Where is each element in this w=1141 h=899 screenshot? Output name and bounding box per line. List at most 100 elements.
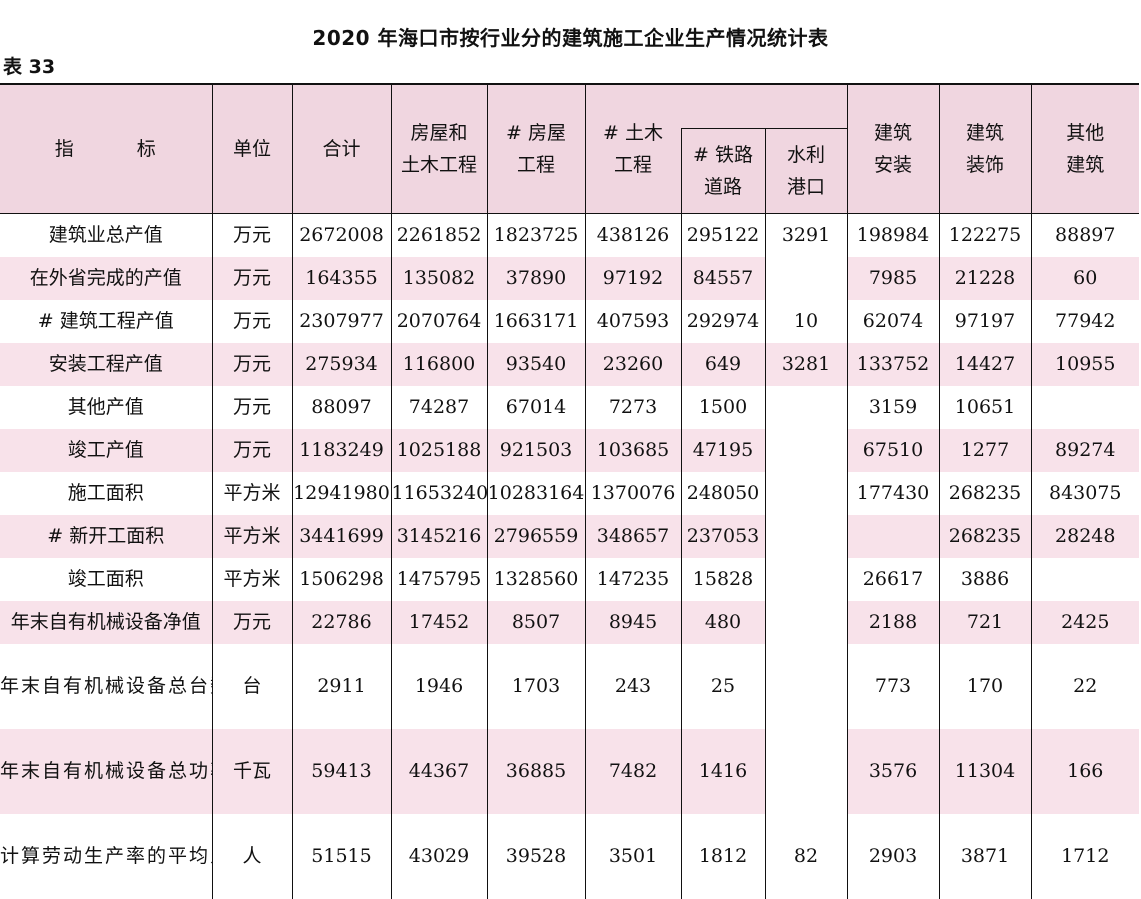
cell-value: 1328560 — [486, 557, 585, 601]
cell-value: 59413 — [291, 728, 391, 814]
cell-value: 237053 — [680, 514, 765, 558]
cell-value: 51515 — [291, 813, 391, 899]
row-unit: 万元 — [211, 385, 292, 429]
cell-value: 88097 — [291, 385, 391, 429]
cell-value: 1277 — [938, 428, 1031, 472]
cell-value: 275934 — [291, 342, 391, 386]
table-row: 年末自有机械设备总台数台 2911 1946 1703 243 25 773 170 22 — [0, 643, 1139, 729]
table-row: # 新开工面积 平方米 3441699 3145216 2796559 348657 237… — [0, 514, 1139, 558]
header-other: 其他 建筑 — [1030, 83, 1139, 214]
cell-value — [1030, 385, 1139, 429]
cell-value: 97197 — [938, 299, 1031, 343]
header-decor: 建筑 装饰 — [938, 83, 1031, 214]
cell-value: 1712 — [1030, 813, 1139, 899]
header-housing: # 房屋 工程 — [486, 83, 585, 214]
cell-value: 37890 — [486, 256, 585, 300]
header-water: 水利 港口 — [764, 128, 847, 214]
cell-value — [764, 471, 847, 515]
row-unit: 台 — [211, 643, 292, 729]
cell-value: 8507 — [486, 600, 585, 644]
cell-value: 295122 — [680, 213, 765, 257]
cell-value: 22786 — [291, 600, 391, 644]
header-indicator: 指标 — [0, 83, 212, 214]
page-title: 2020 年海口市按行业分的建筑施工企业生产情况统计表 — [312, 26, 829, 50]
row-unit: 万元 — [211, 342, 292, 386]
table-row: 竣工产值 万元 1183249 1025188 921503 103685 47195 675… — [0, 428, 1139, 472]
cell-value: 248050 — [680, 471, 765, 515]
cell-value: 480 — [680, 600, 765, 644]
table-row: 年末自有机械设备总功率 千瓦 59413 44367 36885 7482 1416 3576… — [0, 728, 1139, 814]
table-row: 竣工面积 平方米 1506298 1475795 1328560 147235 15828 2… — [0, 557, 1139, 601]
cell-value: 3441699 — [291, 514, 391, 558]
cell-value: 21228 — [938, 256, 1031, 300]
cell-value: 1025188 — [390, 428, 487, 472]
row-unit: 平方米 — [211, 471, 292, 515]
cell-value: 843075 — [1030, 471, 1139, 515]
cell-value: 2425 — [1030, 600, 1139, 644]
cell-value: 3501 — [584, 813, 681, 899]
header-install: 建筑 安装 — [846, 83, 939, 214]
row-indicator: 年末自有机械设备净值 — [0, 600, 212, 644]
cell-value: 2796559 — [486, 514, 585, 558]
header-housing-civil: 房屋和 土木工程 — [390, 83, 487, 214]
header-total: 合计 — [291, 83, 391, 214]
cell-value: 1183249 — [291, 428, 391, 472]
cell-value: 23260 — [584, 342, 681, 386]
cell-value — [764, 643, 847, 729]
cell-value: 116800 — [390, 342, 487, 386]
cell-value: 3576 — [846, 728, 939, 814]
cell-value: 62074 — [846, 299, 939, 343]
cell-value: 89274 — [1030, 428, 1139, 472]
row-unit: 人 — [211, 813, 292, 899]
table-row: # 建筑工程产值 万元 2307977 2070764 1663171 407593 292… — [0, 299, 1139, 343]
cell-value: 721 — [938, 600, 1031, 644]
cell-value: 43029 — [390, 813, 487, 899]
cell-value: 10 — [764, 299, 847, 343]
cell-value: 2307977 — [291, 299, 391, 343]
cell-value: 133752 — [846, 342, 939, 386]
cell-value: 10955 — [1030, 342, 1139, 386]
cell-value: 164355 — [291, 256, 391, 300]
header-civil-subgroup — [681, 83, 847, 129]
cell-value: 7273 — [584, 385, 681, 429]
cell-value: 26617 — [846, 557, 939, 601]
cell-value: 60 — [1030, 256, 1139, 300]
cell-value: 22 — [1030, 643, 1139, 729]
row-unit: 千瓦 — [211, 728, 292, 814]
cell-value — [764, 385, 847, 429]
cell-value: 1703 — [486, 643, 585, 729]
cell-value: 2070764 — [390, 299, 487, 343]
cell-value: 268235 — [938, 514, 1031, 558]
cell-value: 1506298 — [291, 557, 391, 601]
cell-value: 7482 — [584, 728, 681, 814]
cell-value: 10283164 — [486, 471, 585, 515]
cell-value: 649 — [680, 342, 765, 386]
cell-value: 166 — [1030, 728, 1139, 814]
row-unit: 万元 — [211, 600, 292, 644]
cell-value: 3291 — [764, 213, 847, 257]
row-indicator: 安装工程产值 — [0, 342, 212, 386]
statistics-table: 指标 单位 合计 房屋和 土木工程 # 房屋 工程 # 土木 工程 建筑 安装 建筑 装饰… — [0, 83, 1139, 899]
table-body: 建筑业总产值 万元 2672008 2261852 1823725 438126 29512… — [0, 213, 1139, 899]
table-header: 指标 单位 合计 房屋和 土木工程 # 房屋 工程 # 土木 工程 建筑 安装 建筑 装饰… — [0, 83, 1139, 214]
cell-value: 1500 — [680, 385, 765, 429]
cell-value: 82 — [764, 813, 847, 899]
cell-value: 3281 — [764, 342, 847, 386]
cell-value: 8945 — [584, 600, 681, 644]
table-row: 安装工程产值 万元 275934 116800 93540 23260 649 3281 133… — [0, 342, 1139, 386]
cell-value: 170 — [938, 643, 1031, 729]
cell-value: 135082 — [390, 256, 487, 300]
table-row: 建筑业总产值 万元 2672008 2261852 1823725 438126 29512… — [0, 213, 1139, 257]
cell-value: 292974 — [680, 299, 765, 343]
cell-value: 93540 — [486, 342, 585, 386]
cell-value: 84557 — [680, 256, 765, 300]
cell-value: 47195 — [680, 428, 765, 472]
cell-value: 17452 — [390, 600, 487, 644]
cell-value — [764, 600, 847, 644]
row-indicator: # 新开工面积 — [0, 514, 212, 558]
row-indicator: 年末自有机械设备总功率 — [0, 728, 212, 814]
cell-value: 3145216 — [390, 514, 487, 558]
cell-value: 44367 — [390, 728, 487, 814]
cell-value: 12941980 — [291, 471, 391, 515]
row-unit: 平方米 — [211, 557, 292, 601]
